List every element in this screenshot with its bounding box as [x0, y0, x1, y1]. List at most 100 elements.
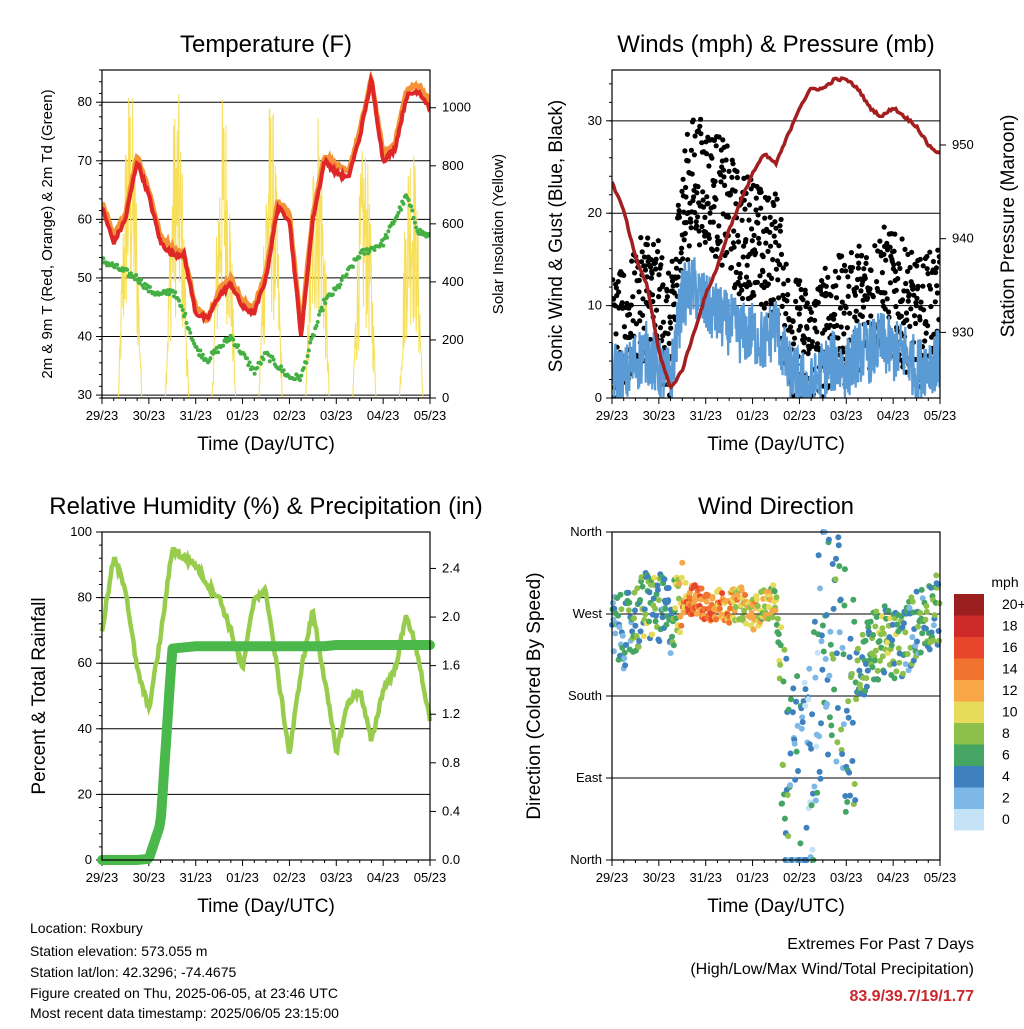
wind-direction-point [653, 612, 659, 619]
gust-point [636, 289, 642, 295]
wind-direction-point [904, 651, 911, 657]
dewpoint-point [271, 357, 276, 362]
dewpoint-point [200, 352, 205, 357]
gust-point [777, 228, 784, 234]
wind-direction-point [665, 585, 672, 591]
dewpoint-point [396, 210, 401, 215]
gust-point [924, 253, 930, 260]
wind-direction-point [852, 797, 859, 804]
gust-point [914, 295, 920, 301]
wind-direction-point [845, 714, 852, 721]
wind-direction-point [772, 607, 779, 614]
wind-direction-point [632, 607, 638, 614]
dewpoint-point [192, 341, 197, 346]
wind-direction-point [840, 651, 847, 658]
wind-direction-point [651, 574, 658, 581]
legend-title: mph [991, 574, 1018, 590]
x-tick-label-2-1: 30/23 [643, 408, 676, 423]
wind-direction-point [709, 594, 716, 600]
wind-direction-point [826, 672, 833, 679]
gust-point [633, 321, 640, 327]
wind-direction-point [900, 670, 906, 677]
gust-point [934, 290, 940, 296]
gust-point [796, 311, 802, 317]
wind-direction-point [750, 626, 757, 633]
gust-point [809, 339, 816, 345]
gust-point [781, 281, 787, 287]
wind-direction-point [834, 705, 841, 711]
dewpoint-point [281, 368, 286, 373]
wind-direction-point [900, 620, 907, 627]
wind-direction-point [874, 667, 881, 674]
wind-direction-point [818, 720, 824, 727]
y-tick-label-2-0: 0 [595, 390, 602, 405]
x-tick-label-1-6: 04/23 [367, 408, 400, 423]
extremes-subheading: (High/Low/Max Wind/Total Precipitation) [690, 961, 974, 978]
gust-point [911, 292, 917, 298]
wind-direction-point [831, 686, 838, 693]
gust-point [790, 318, 796, 324]
gust-point [700, 204, 707, 210]
x-tick-label-1-2: 31/23 [179, 408, 212, 423]
gust-point [696, 228, 702, 234]
gust-point [774, 196, 780, 202]
gust-point [915, 283, 921, 289]
gust-point [780, 292, 786, 298]
y-tick-label-3-3: 60 [78, 655, 92, 670]
gust-point [859, 252, 865, 258]
gust-point [838, 324, 844, 330]
wind-direction-point [626, 599, 633, 606]
wind-direction-point [655, 597, 662, 603]
gust-point [808, 309, 815, 315]
legend-swatch-8 [954, 766, 984, 788]
footer-recent: Most recent data timestamp: 2025/06/05 2… [30, 1005, 339, 1021]
gust-point [768, 301, 774, 307]
gust-point [699, 223, 705, 230]
wind-direction-point [923, 603, 930, 609]
gust-point [755, 235, 762, 241]
wind-direction-point [665, 597, 672, 604]
gust-point [642, 267, 649, 273]
gust-point [685, 158, 691, 164]
gust-point [841, 310, 847, 316]
wind-direction-point [849, 719, 856, 726]
wind-direction-point [922, 625, 929, 632]
x-tick-label-1-1: 30/23 [133, 408, 166, 423]
x-tick-label-4-4: 02/23 [783, 870, 816, 885]
gust-point [641, 254, 648, 260]
gust-point [925, 323, 931, 329]
gust-point [732, 188, 738, 194]
y2-tick-label-3-5: 2.0 [442, 609, 460, 624]
wind-direction-point [819, 666, 826, 673]
legend-label-9: 2 [1002, 790, 1010, 806]
gust-point [668, 325, 674, 331]
y-tick-label-4-0: North [570, 852, 602, 867]
gust-point [909, 249, 915, 255]
wind-direction-point [836, 563, 843, 570]
gust-point [881, 224, 887, 230]
wind-direction-point [743, 620, 749, 627]
gust-point [927, 249, 933, 255]
y-tick-label-1-4: 70 [78, 153, 92, 168]
gust-point [852, 314, 858, 320]
wind-direction-point [851, 781, 858, 787]
wind-direction-point [828, 732, 835, 739]
wind-direction-point [872, 647, 879, 654]
gust-point [711, 182, 717, 188]
legend-label-10: 0 [1002, 811, 1010, 827]
gust-point [814, 329, 820, 335]
gust-point [650, 241, 657, 248]
y-axis-label-4: Direction (Colored By Speed) [524, 572, 545, 819]
gust-point [653, 256, 659, 262]
gust-point [683, 219, 689, 226]
gust-point [925, 271, 931, 277]
gust-point [908, 306, 914, 312]
wind-direction-point [857, 685, 864, 692]
y2-tick-label-2-1: 940 [952, 231, 974, 246]
wind-direction-point [915, 623, 921, 630]
gust-point [841, 262, 848, 268]
wind-direction-point [787, 750, 794, 757]
dewpoint-point [144, 286, 149, 291]
gust-point [705, 200, 711, 206]
